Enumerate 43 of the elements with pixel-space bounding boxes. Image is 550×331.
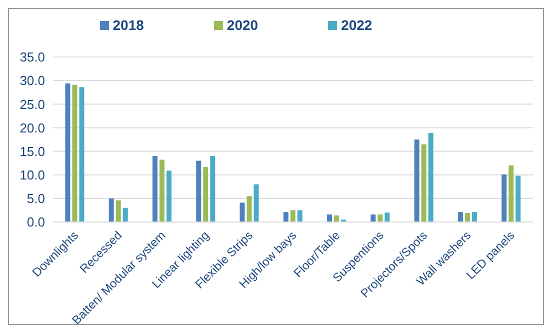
bar bbox=[327, 214, 332, 222]
bar bbox=[428, 132, 434, 222]
bar bbox=[210, 156, 216, 222]
bar bbox=[196, 160, 202, 222]
bar bbox=[508, 165, 514, 222]
bar bbox=[152, 156, 158, 222]
bar bbox=[290, 210, 296, 222]
bar bbox=[516, 176, 521, 222]
bar bbox=[246, 196, 252, 222]
legend-label: 2022 bbox=[341, 17, 372, 33]
bar bbox=[203, 166, 208, 222]
bar bbox=[240, 202, 245, 222]
bar bbox=[334, 215, 340, 222]
y-tick-label: 5.0 bbox=[26, 191, 45, 206]
legend-label: 2020 bbox=[226, 17, 258, 33]
bar bbox=[79, 87, 84, 222]
y-tick-label: 30.0 bbox=[20, 73, 45, 88]
bar bbox=[65, 83, 70, 222]
bar bbox=[458, 212, 463, 222]
legend-label: 2018 bbox=[112, 17, 144, 33]
y-tick-label: 0.0 bbox=[26, 214, 45, 230]
bar bbox=[464, 213, 470, 222]
bar bbox=[370, 214, 376, 222]
bar bbox=[421, 144, 426, 222]
y-tick-label: 35.0 bbox=[20, 50, 45, 65]
y-tick-label: 25.0 bbox=[20, 96, 45, 112]
bar bbox=[472, 212, 477, 222]
bar bbox=[502, 174, 507, 222]
y-tick-label: 15.0 bbox=[20, 144, 45, 159]
bar bbox=[378, 214, 383, 222]
bar bbox=[122, 208, 128, 222]
bar bbox=[414, 140, 420, 222]
bar bbox=[254, 184, 259, 222]
bar bbox=[72, 84, 78, 222]
bar bbox=[384, 212, 390, 222]
y-tick-label: 20.0 bbox=[20, 120, 45, 136]
bar bbox=[159, 160, 164, 222]
bar bbox=[166, 170, 172, 222]
bar bbox=[108, 198, 114, 222]
bar bbox=[116, 200, 121, 222]
bar bbox=[283, 212, 288, 222]
y-tick-label: 10.0 bbox=[20, 167, 45, 182]
bar bbox=[297, 210, 302, 222]
